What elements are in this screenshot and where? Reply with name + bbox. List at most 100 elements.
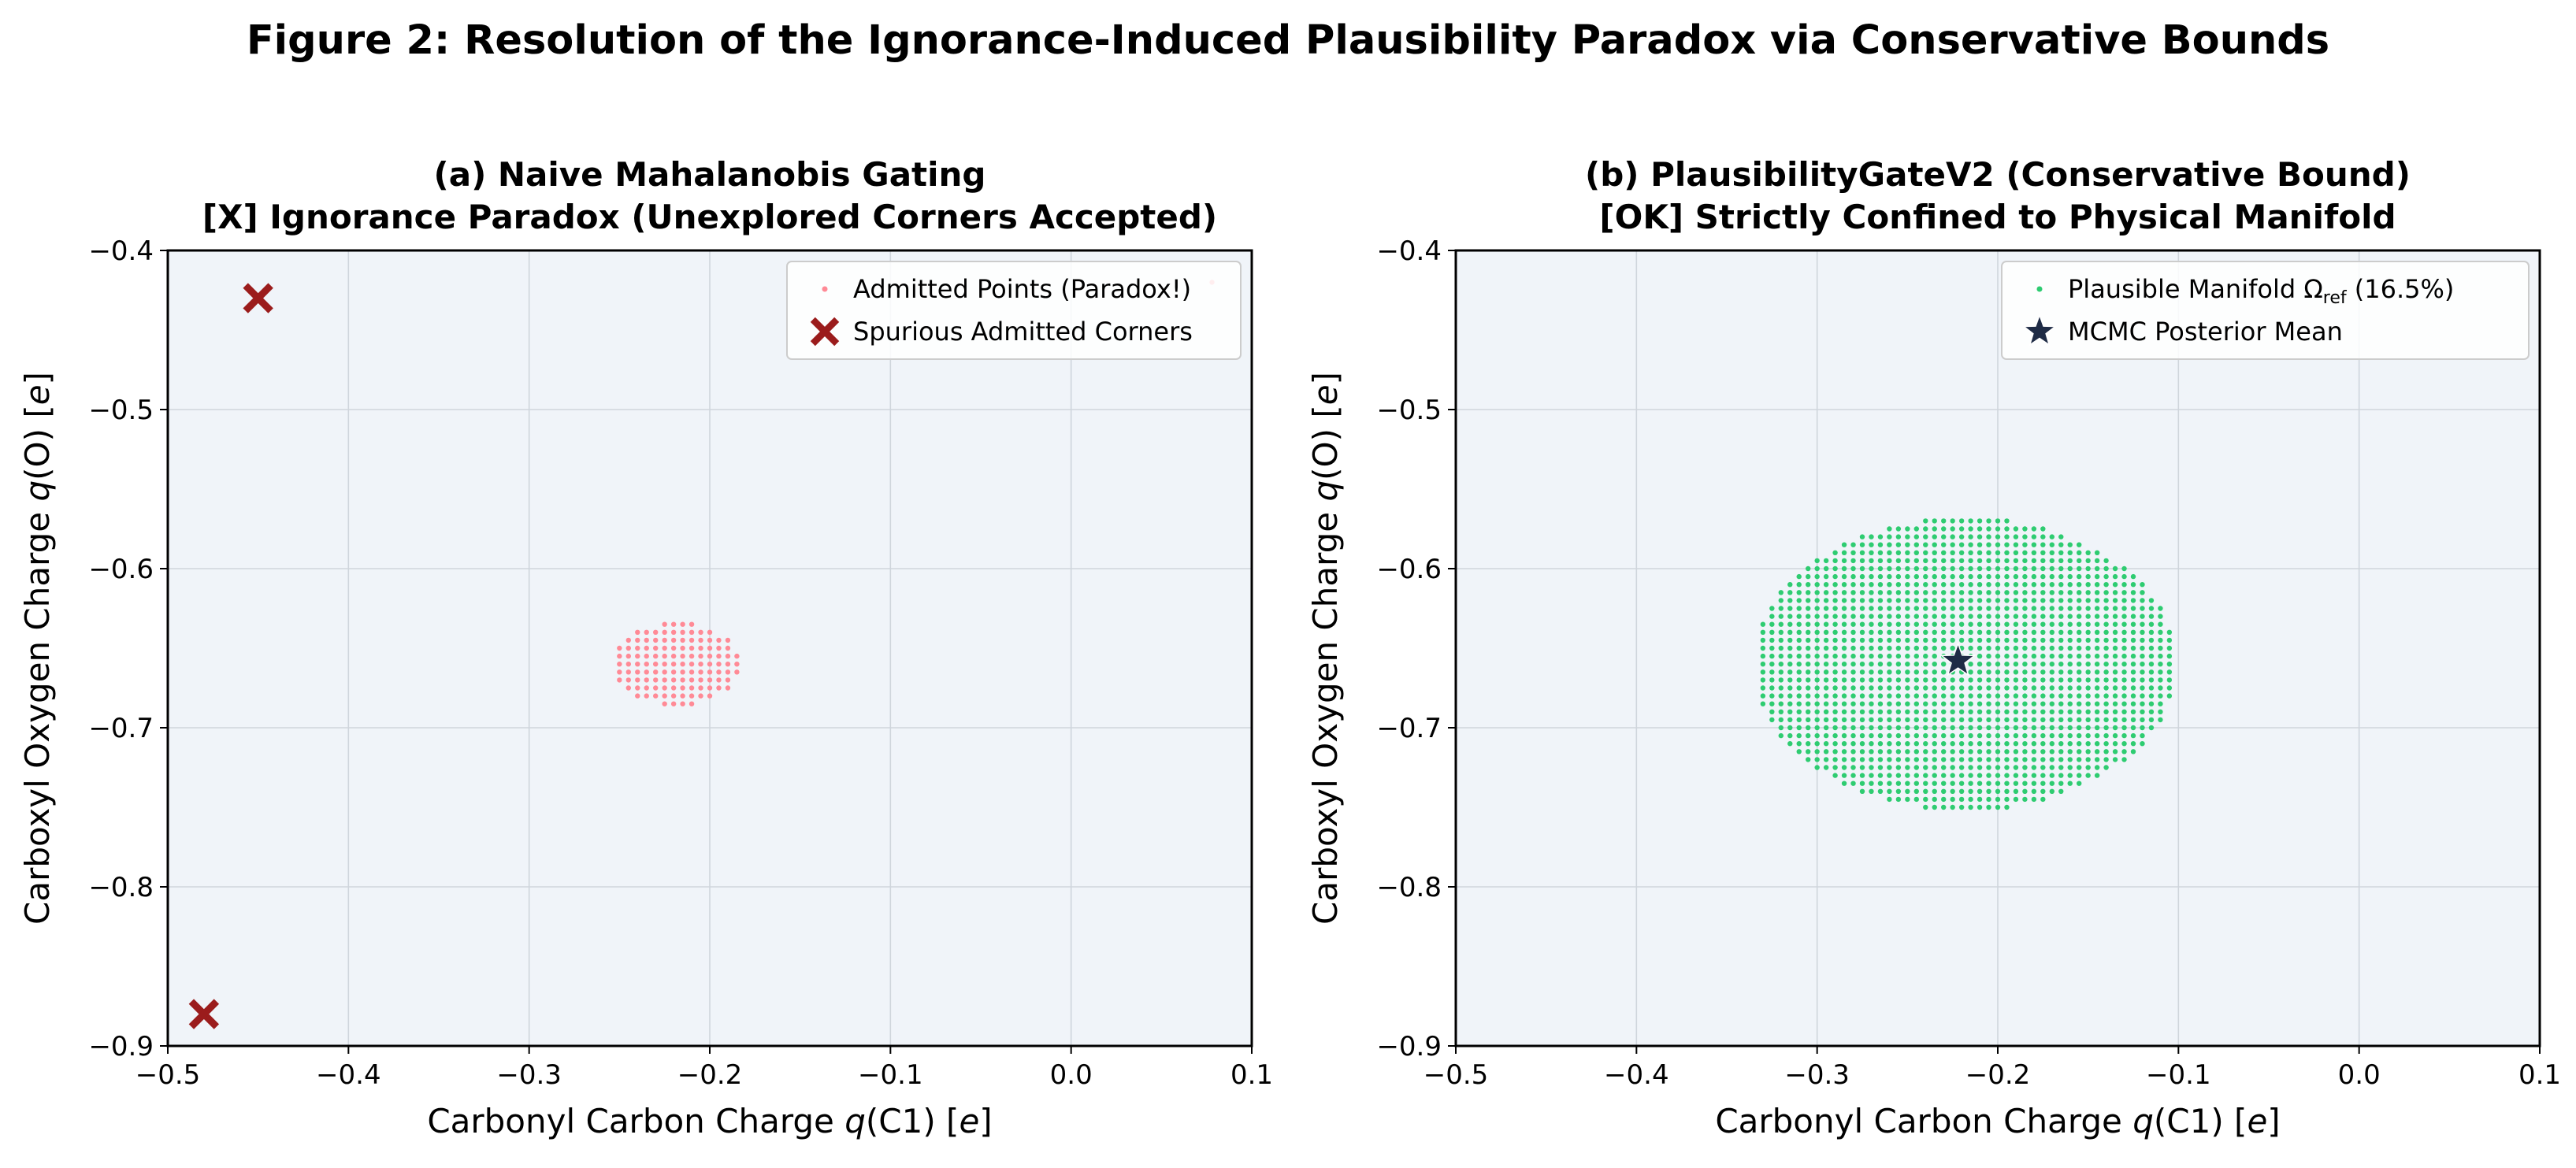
data-point xyxy=(1986,573,1991,580)
data-point xyxy=(1869,558,1874,564)
data-point xyxy=(1932,725,1937,731)
data-point xyxy=(2130,693,2136,699)
data-point xyxy=(2040,621,2046,627)
data-point xyxy=(635,662,640,667)
data-point xyxy=(1941,598,1947,603)
data-point xyxy=(2112,662,2118,667)
data-point xyxy=(1850,709,1856,714)
data-point xyxy=(2085,669,2091,675)
data-point xyxy=(1986,558,1991,564)
data-point xyxy=(2049,582,2054,588)
data-point xyxy=(2049,732,2054,739)
data-point xyxy=(1977,542,1983,547)
data-point xyxy=(1958,773,1965,778)
data-point xyxy=(1986,685,1991,691)
data-point xyxy=(1913,717,1919,723)
data-point xyxy=(1905,781,1910,786)
x-tick-label: −0.2 xyxy=(677,1059,743,1091)
data-point xyxy=(1941,542,1947,547)
data-point xyxy=(617,669,622,675)
data-point xyxy=(2040,781,2046,786)
data-point xyxy=(1869,732,1874,739)
data-point xyxy=(2130,717,2136,723)
data-point xyxy=(1859,621,1865,627)
data-point xyxy=(2112,701,2118,706)
data-point xyxy=(1923,757,1928,762)
data-point xyxy=(2121,669,2127,675)
data-point xyxy=(680,669,685,675)
data-point xyxy=(2040,637,2046,643)
data-point xyxy=(1977,773,1983,778)
data-point xyxy=(2004,653,2010,659)
data-point xyxy=(2148,645,2155,651)
data-point xyxy=(1806,749,1811,755)
data-point xyxy=(2022,558,2028,564)
data-point xyxy=(689,669,695,675)
data-point xyxy=(1977,629,1983,635)
data-point xyxy=(1932,765,1937,770)
data-point xyxy=(1950,749,1955,755)
data-point xyxy=(2049,781,2054,786)
data-point xyxy=(2031,773,2037,778)
data-point xyxy=(2022,645,2028,651)
data-point xyxy=(1877,749,1884,755)
data-point xyxy=(1832,669,1838,675)
data-point xyxy=(1869,781,1874,786)
data-point xyxy=(689,662,695,667)
data-point xyxy=(1832,573,1838,580)
legend-label: Plausible Manifold Ωref (16.5%) xyxy=(2068,274,2454,308)
data-point xyxy=(1769,677,1775,683)
data-point xyxy=(2031,614,2037,619)
data-point xyxy=(1950,614,1955,619)
data-point xyxy=(1941,573,1947,580)
data-point xyxy=(2085,558,2091,564)
data-point xyxy=(1823,709,1829,714)
data-point xyxy=(1977,677,1983,683)
data-point xyxy=(1968,573,1973,580)
data-point xyxy=(1806,573,1811,580)
data-point xyxy=(1932,732,1937,739)
data-point xyxy=(1968,550,1973,555)
data-point xyxy=(2031,573,2037,580)
data-point xyxy=(1932,773,1937,778)
y-axis-label: Carboxyl Oxygen Charge q(O) [e] xyxy=(18,372,57,925)
legend-marker xyxy=(2022,313,2057,347)
data-point xyxy=(1932,534,1937,540)
data-point xyxy=(2130,629,2136,635)
data-point xyxy=(2040,765,2046,770)
data-point xyxy=(1823,621,1829,627)
data-point xyxy=(1869,645,1874,651)
data-point xyxy=(1887,590,1892,595)
data-point xyxy=(1850,637,1856,643)
data-point xyxy=(2031,709,2037,714)
data-point xyxy=(2049,598,2054,603)
data-point xyxy=(1913,550,1919,555)
data-point xyxy=(2058,621,2064,627)
data-point xyxy=(2031,606,2037,611)
data-point xyxy=(2004,781,2010,786)
legend: Plausible Manifold Ωref (16.5%)MCMC Post… xyxy=(2001,261,2530,360)
data-point xyxy=(1913,701,1919,706)
data-point xyxy=(716,653,722,659)
data-point xyxy=(1832,757,1838,762)
data-point xyxy=(1895,526,1902,532)
data-point xyxy=(1869,773,1874,778)
data-point xyxy=(680,645,685,651)
data-point xyxy=(1895,685,1902,691)
data-point xyxy=(2148,677,2155,683)
data-point xyxy=(1796,662,1802,667)
data-point xyxy=(2121,582,2127,588)
data-point xyxy=(1986,542,1991,547)
data-point xyxy=(1923,550,1928,555)
data-point xyxy=(1995,614,2001,619)
data-point xyxy=(1778,621,1784,627)
data-point xyxy=(2094,685,2100,691)
data-point xyxy=(1950,796,1955,803)
data-point xyxy=(1806,732,1811,739)
data-point xyxy=(2077,614,2082,619)
data-point xyxy=(1877,788,1884,794)
data-point xyxy=(1787,653,1793,659)
data-point xyxy=(1950,558,1955,564)
data-point xyxy=(1977,765,1983,770)
data-point xyxy=(2004,637,2010,643)
